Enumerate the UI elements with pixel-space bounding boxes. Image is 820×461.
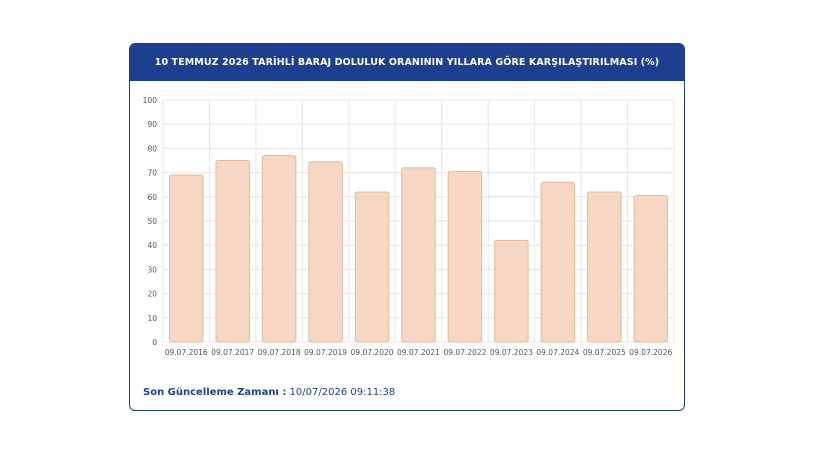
y-tick-label: 0 <box>152 338 157 347</box>
bar[interactable] <box>261 155 297 343</box>
bar[interactable] <box>308 161 343 343</box>
bar[interactable] <box>633 195 668 343</box>
y-tick-label: 40 <box>147 241 157 250</box>
last-update-label: Son Güncelleme Zamanı : <box>143 387 287 398</box>
chart-title: 10 TEMMUZ 2026 TARİHLİ BARAJ DOLULUK ORA… <box>130 44 684 81</box>
y-tick-label: 10 <box>147 314 157 323</box>
y-tick-label: 90 <box>147 120 157 129</box>
y-tick-label: 60 <box>147 193 157 202</box>
x-tick-label: 09.07.2025 <box>583 348 626 357</box>
x-tick-label: 09.07.2016 <box>165 348 208 357</box>
x-tick-label: 09.07.2024 <box>536 348 579 357</box>
x-tick-label: 09.07.2019 <box>304 348 347 357</box>
x-tick-label: 09.07.2017 <box>211 348 254 357</box>
last-update-value: 10/07/2026 09:11:38 <box>289 387 396 398</box>
bar[interactable] <box>215 160 250 343</box>
y-tick-label: 20 <box>147 290 157 299</box>
chart-card: 10 TEMMUZ 2026 TARİHLİ BARAJ DOLULUK ORA… <box>129 43 685 411</box>
y-tick-label: 30 <box>147 265 157 274</box>
x-tick-label: 09.07.2026 <box>629 348 672 357</box>
bar[interactable] <box>447 170 483 343</box>
bar[interactable] <box>354 191 390 343</box>
y-tick-label: 80 <box>147 144 157 153</box>
bar[interactable] <box>401 167 436 343</box>
bar[interactable] <box>587 191 622 343</box>
last-update: Son Güncelleme Zamanı : 10/07/2026 09:11… <box>143 387 395 398</box>
x-tick-label: 09.07.2023 <box>490 348 533 357</box>
x-tick-label: 09.07.2022 <box>443 348 486 357</box>
x-tick-label: 09.07.2018 <box>258 348 301 357</box>
x-tick-label: 09.07.2020 <box>351 348 394 357</box>
x-tick-label: 09.07.2021 <box>397 348 440 357</box>
bar[interactable] <box>169 174 204 343</box>
bar[interactable] <box>540 181 576 343</box>
y-tick-label: 70 <box>147 169 157 178</box>
y-tick-label: 100 <box>143 96 158 105</box>
bar[interactable] <box>494 239 529 343</box>
y-tick-label: 50 <box>147 217 157 226</box>
